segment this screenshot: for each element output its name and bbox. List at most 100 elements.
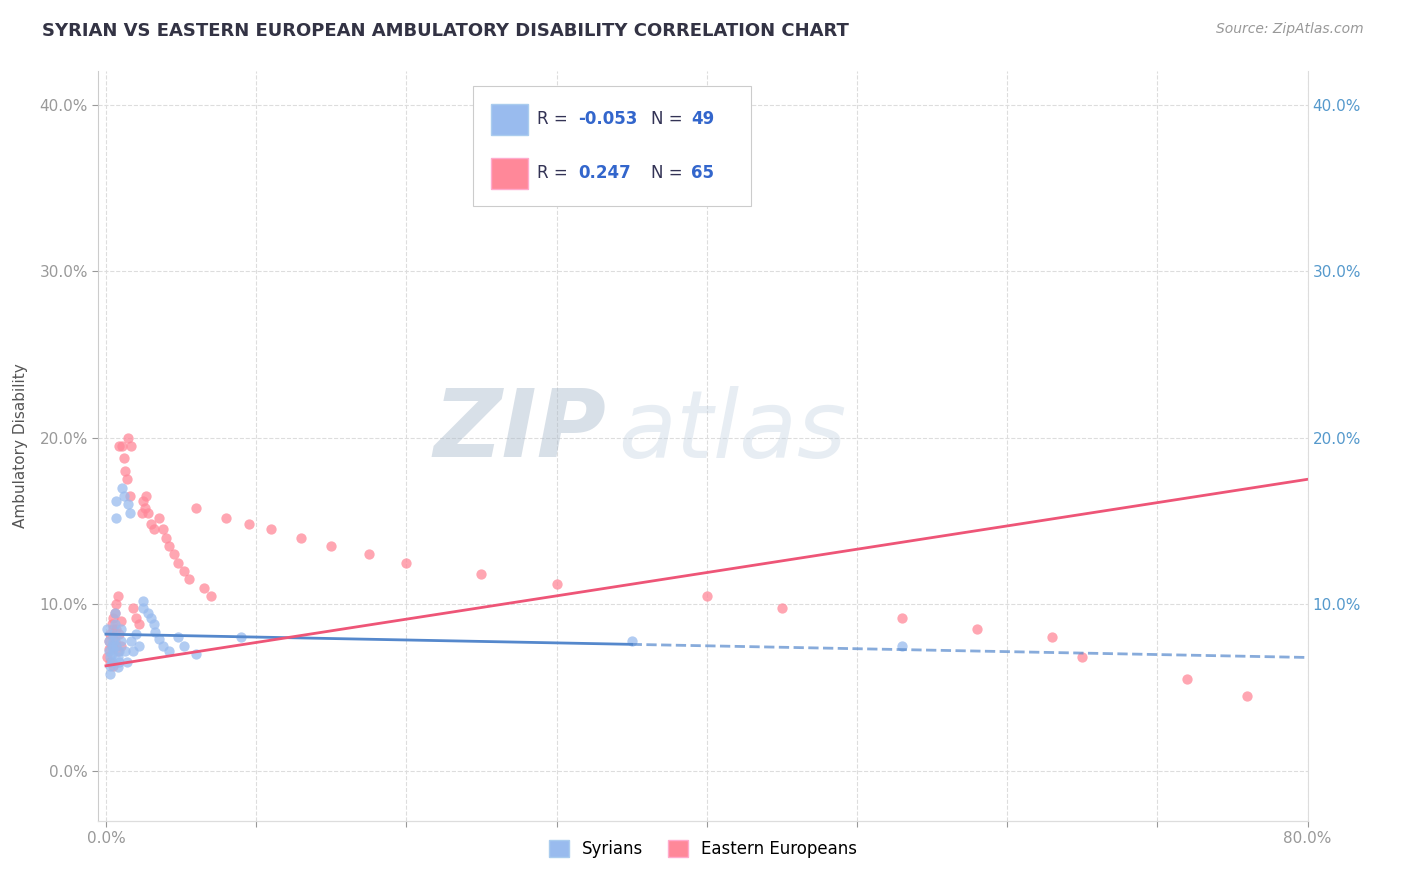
- Point: [1236, 689, 1258, 703]
- Point: [321, 539, 343, 553]
- Point: [139, 517, 162, 532]
- Point: [1177, 672, 1199, 686]
- Point: [103, 610, 125, 624]
- Point: [770, 600, 793, 615]
- Point: [110, 633, 132, 648]
- Point: [117, 431, 139, 445]
- Point: [100, 667, 122, 681]
- Point: [97, 633, 120, 648]
- Text: 49: 49: [690, 110, 714, 128]
- Point: [111, 439, 134, 453]
- Point: [260, 522, 283, 536]
- Point: [97, 644, 120, 658]
- Text: 0.247: 0.247: [578, 163, 631, 181]
- Point: [112, 489, 135, 503]
- Bar: [492, 103, 527, 135]
- Text: Source: ZipAtlas.com: Source: ZipAtlas.com: [1216, 22, 1364, 37]
- Point: [184, 647, 207, 661]
- Point: [104, 617, 127, 632]
- Point: [395, 556, 418, 570]
- Point: [193, 581, 215, 595]
- Point: [103, 635, 125, 649]
- Text: R =: R =: [537, 110, 574, 128]
- Point: [128, 617, 150, 632]
- Point: [97, 633, 120, 648]
- Point: [132, 594, 155, 608]
- Point: [132, 494, 155, 508]
- Text: R =: R =: [537, 163, 574, 181]
- Point: [112, 450, 135, 465]
- Text: N =: N =: [651, 110, 688, 128]
- Point: [136, 606, 159, 620]
- FancyBboxPatch shape: [474, 87, 751, 206]
- Point: [117, 497, 139, 511]
- Point: [200, 589, 222, 603]
- Point: [145, 625, 167, 640]
- Point: [101, 617, 124, 632]
- Point: [148, 632, 170, 647]
- Point: [105, 494, 128, 508]
- Point: [122, 644, 145, 658]
- Point: [184, 500, 207, 515]
- Text: 65: 65: [690, 163, 714, 181]
- Point: [157, 644, 180, 658]
- Point: [100, 650, 122, 665]
- Point: [546, 577, 568, 591]
- Bar: [492, 158, 527, 189]
- Point: [135, 489, 157, 503]
- Point: [97, 642, 120, 657]
- Point: [114, 644, 136, 658]
- Point: [148, 510, 170, 524]
- Point: [103, 622, 125, 636]
- Text: -0.053: -0.053: [578, 110, 638, 128]
- Point: [1040, 631, 1063, 645]
- Point: [96, 622, 118, 636]
- Point: [115, 656, 138, 670]
- Point: [107, 589, 129, 603]
- Point: [132, 600, 155, 615]
- Point: [620, 633, 643, 648]
- Point: [101, 647, 124, 661]
- Point: [891, 610, 914, 624]
- Point: [152, 522, 174, 536]
- Point: [215, 510, 238, 524]
- Point: [105, 597, 128, 611]
- Point: [143, 617, 166, 632]
- Point: [139, 610, 162, 624]
- Point: [108, 644, 131, 658]
- Point: [891, 639, 914, 653]
- Point: [290, 531, 312, 545]
- Point: [103, 627, 125, 641]
- Point: [470, 567, 492, 582]
- Point: [108, 439, 131, 453]
- Point: [136, 506, 159, 520]
- Point: [107, 650, 129, 665]
- Point: [108, 656, 131, 670]
- Point: [121, 633, 143, 648]
- Point: [118, 506, 141, 520]
- Point: [357, 547, 380, 561]
- Text: N =: N =: [651, 163, 688, 181]
- Point: [128, 639, 150, 653]
- Point: [103, 658, 125, 673]
- Text: SYRIAN VS EASTERN EUROPEAN AMBULATORY DISABILITY CORRELATION CHART: SYRIAN VS EASTERN EUROPEAN AMBULATORY DI…: [42, 22, 849, 40]
- Point: [157, 539, 180, 553]
- Point: [100, 658, 122, 673]
- Point: [238, 517, 260, 532]
- Point: [125, 627, 148, 641]
- Point: [107, 660, 129, 674]
- Point: [114, 464, 136, 478]
- Point: [155, 531, 177, 545]
- Point: [108, 627, 131, 641]
- Point: [152, 639, 174, 653]
- Point: [696, 589, 718, 603]
- Point: [162, 547, 184, 561]
- Point: [101, 639, 124, 653]
- Text: ZIP: ZIP: [433, 385, 606, 477]
- Point: [110, 622, 132, 636]
- Point: [167, 556, 190, 570]
- Point: [100, 627, 122, 641]
- Point: [115, 472, 138, 486]
- Point: [105, 639, 128, 653]
- Point: [103, 642, 125, 657]
